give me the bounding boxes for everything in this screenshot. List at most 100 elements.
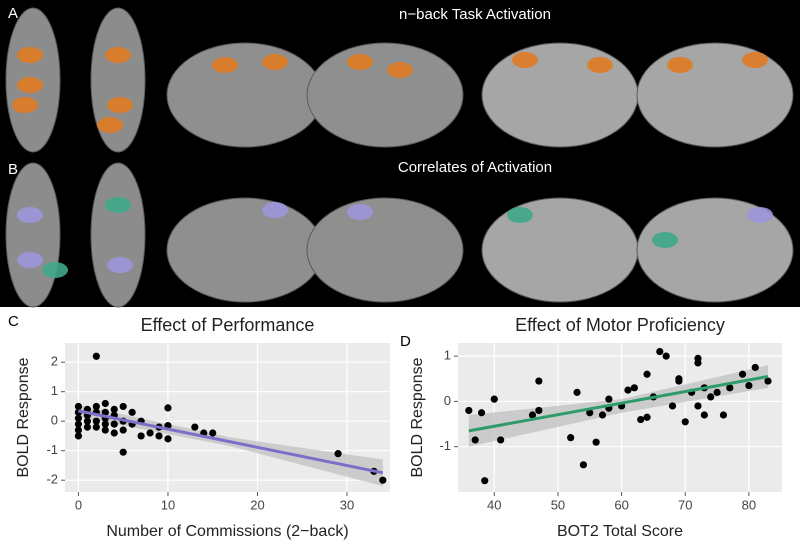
data-point bbox=[74, 426, 83, 434]
data-point bbox=[74, 414, 83, 422]
data-point bbox=[92, 352, 100, 360]
panel-label: C bbox=[8, 313, 19, 330]
activation-blob bbox=[105, 47, 131, 63]
data-point bbox=[605, 395, 613, 403]
activation-blob bbox=[747, 207, 773, 223]
data-point bbox=[164, 435, 172, 443]
data-point bbox=[662, 352, 670, 360]
data-point bbox=[471, 436, 479, 444]
data-point bbox=[101, 420, 109, 428]
x-tick-label: 60 bbox=[614, 497, 628, 512]
data-point bbox=[83, 423, 91, 431]
data-point bbox=[490, 395, 498, 403]
data-point bbox=[110, 405, 118, 413]
x-tick-label: 10 bbox=[161, 497, 175, 512]
activation-blob bbox=[507, 207, 533, 223]
x-tick-label: 0 bbox=[75, 497, 82, 512]
data-point bbox=[713, 388, 721, 396]
activation-blob bbox=[387, 62, 413, 78]
x-tick-label: 70 bbox=[678, 497, 692, 512]
data-point bbox=[110, 420, 118, 428]
data-point bbox=[694, 402, 702, 410]
trend-line bbox=[468, 375, 769, 433]
data-point bbox=[119, 426, 127, 434]
brain-dorsal bbox=[5, 162, 61, 308]
data-point bbox=[74, 432, 83, 440]
panel-label: B bbox=[8, 161, 18, 178]
chart-title: Effect of Motor Proficiency bbox=[515, 315, 725, 335]
data-point bbox=[751, 363, 759, 372]
activation-blob bbox=[17, 77, 43, 93]
data-point bbox=[74, 420, 83, 428]
activation-blob bbox=[262, 202, 288, 218]
data-point bbox=[101, 399, 109, 408]
activation-blob bbox=[17, 47, 43, 63]
activation-blob bbox=[107, 257, 133, 273]
brain-surface bbox=[166, 42, 324, 148]
data-point bbox=[528, 411, 537, 419]
activation-blob bbox=[12, 97, 38, 113]
data-point bbox=[668, 402, 677, 410]
data-point bbox=[92, 423, 100, 431]
chart-title: Effect of Performance bbox=[141, 315, 315, 335]
y-tick-label: 1 bbox=[51, 383, 58, 398]
data-point bbox=[656, 348, 664, 356]
data-point bbox=[598, 411, 607, 419]
brain-surface bbox=[481, 42, 639, 148]
panel-label: D bbox=[400, 333, 411, 350]
activation-blob bbox=[742, 52, 768, 68]
data-point bbox=[74, 402, 83, 411]
data-point bbox=[164, 404, 172, 412]
x-axis-label: Number of Commissions (2−back) bbox=[106, 523, 348, 540]
x-tick-label: 20 bbox=[250, 497, 264, 512]
activation-blob bbox=[42, 262, 68, 278]
data-point bbox=[700, 411, 708, 419]
data-point bbox=[379, 476, 387, 484]
x-tick-label: 40 bbox=[487, 497, 501, 512]
data-point bbox=[637, 415, 645, 424]
y-tick-label: -2 bbox=[46, 472, 58, 487]
x-tick-label: 50 bbox=[551, 497, 565, 512]
x-axis-label: BOT2 Total Score bbox=[557, 523, 683, 540]
data-point bbox=[630, 384, 638, 392]
data-point bbox=[119, 448, 127, 456]
brain-surface bbox=[481, 197, 639, 303]
data-point bbox=[497, 436, 505, 444]
brain-surface bbox=[636, 197, 794, 303]
y-tick-label: 2 bbox=[51, 354, 58, 369]
brain-surface bbox=[306, 42, 464, 148]
data-point bbox=[738, 370, 747, 378]
data-point bbox=[573, 388, 581, 396]
brain-surface bbox=[306, 197, 464, 303]
y-tick-label: 0 bbox=[444, 393, 451, 408]
data-point bbox=[110, 429, 118, 437]
data-point bbox=[92, 417, 100, 425]
data-point bbox=[719, 411, 728, 419]
y-tick-label: -1 bbox=[46, 442, 58, 457]
y-axis-label: BOLD Response bbox=[409, 357, 426, 477]
data-point bbox=[119, 402, 127, 411]
data-point bbox=[101, 408, 109, 416]
data-point bbox=[579, 461, 587, 469]
data-point bbox=[535, 377, 543, 385]
data-point bbox=[643, 413, 651, 421]
data-point bbox=[465, 406, 473, 415]
y-tick-label: 0 bbox=[51, 413, 58, 428]
activation-blob bbox=[212, 57, 238, 73]
activation-blob bbox=[587, 57, 613, 73]
data-point bbox=[764, 377, 772, 385]
data-point bbox=[567, 434, 575, 442]
data-point bbox=[745, 381, 753, 390]
activation-blob bbox=[512, 52, 538, 68]
data-point bbox=[191, 423, 199, 431]
activation-blob bbox=[17, 207, 43, 223]
activation-blob bbox=[17, 252, 43, 268]
y-axis-label: BOLD Response bbox=[15, 357, 32, 477]
data-point bbox=[681, 418, 689, 426]
y-tick-label: 1 bbox=[444, 348, 451, 363]
brain-dorsal bbox=[90, 7, 146, 153]
activation-blob bbox=[97, 117, 123, 133]
data-point bbox=[624, 386, 632, 394]
activation-blob bbox=[347, 204, 373, 220]
